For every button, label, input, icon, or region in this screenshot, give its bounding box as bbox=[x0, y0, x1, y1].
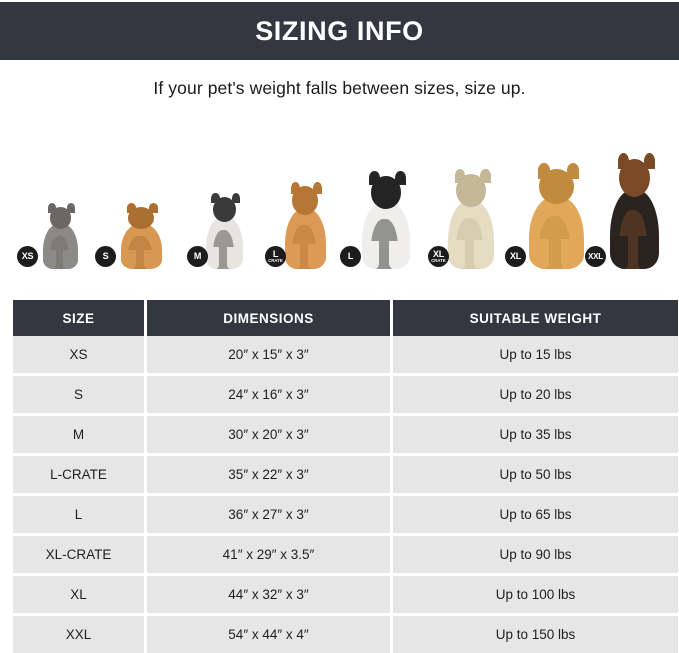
animal-silhouette-icon bbox=[112, 197, 174, 269]
size-badge-label: XS bbox=[22, 252, 34, 261]
dimensions-cell: 24″ x 16″ x 3″ bbox=[146, 375, 392, 415]
weight-cell: Up to 90 lbs bbox=[392, 535, 679, 575]
animal-figure-dog-pomeranian bbox=[112, 201, 174, 273]
size-cell: M bbox=[13, 415, 146, 455]
weight-cell: Up to 50 lbs bbox=[392, 455, 679, 495]
size-badge-m: M bbox=[187, 246, 208, 267]
size-badge-label: L bbox=[348, 252, 353, 261]
page-title: SIZING INFO bbox=[255, 16, 424, 47]
weight-cell: Up to 100 lbs bbox=[392, 575, 679, 615]
size-badge-sublabel: CRATE bbox=[268, 259, 283, 263]
size-cell: XXL bbox=[13, 615, 146, 653]
dimensions-cell: 20″ x 15″ x 3″ bbox=[146, 336, 392, 375]
size-badge-xs: XS bbox=[17, 246, 38, 267]
column-header-dimensions: DIMENSIONS bbox=[146, 300, 392, 336]
size-cell: S bbox=[13, 375, 146, 415]
animal-figure-dog-border-collie bbox=[352, 165, 424, 273]
dimensions-cell: 54″ x 44″ x 4″ bbox=[146, 615, 392, 653]
size-badge-xl: XL bbox=[505, 246, 526, 267]
size-cell: L-CRATE bbox=[13, 455, 146, 495]
size-cell: XL bbox=[13, 575, 146, 615]
size-badge-label: XL bbox=[510, 252, 521, 261]
animal-figure-dog-doberman bbox=[600, 145, 674, 273]
dimensions-cell: 36″ x 27″ x 3″ bbox=[146, 495, 392, 535]
size-badge-sublabel: CRATE bbox=[431, 259, 446, 263]
size-badge-s: S bbox=[95, 246, 116, 267]
animal-figure-cat-gray-tabby bbox=[36, 201, 88, 273]
dimensions-cell: 30″ x 20″ x 3″ bbox=[146, 415, 392, 455]
animal-silhouette-icon bbox=[600, 141, 674, 269]
size-badge-xxl: XXL bbox=[585, 246, 606, 267]
animal-silhouette-icon bbox=[352, 161, 424, 269]
table-header: SIZE DIMENSIONS SUITABLE WEIGHT bbox=[13, 300, 678, 336]
weight-cell: Up to 35 lbs bbox=[392, 415, 679, 455]
size-cell: XS bbox=[13, 336, 146, 375]
weight-cell: Up to 20 lbs bbox=[392, 375, 679, 415]
size-badge-l: L bbox=[340, 246, 361, 267]
size-cell: L bbox=[13, 495, 146, 535]
dimensions-cell: 44″ x 32″ x 3″ bbox=[146, 575, 392, 615]
size-badge-label: XXL bbox=[588, 253, 603, 261]
size-cell: XL-CRATE bbox=[13, 535, 146, 575]
table-header-row: SIZE DIMENSIONS SUITABLE WEIGHT bbox=[13, 300, 678, 336]
column-header-suitable-weight: SUITABLE WEIGHT bbox=[392, 300, 679, 336]
weight-cell: Up to 15 lbs bbox=[392, 336, 679, 375]
animal-silhouette-icon bbox=[36, 197, 88, 269]
column-header-size: SIZE bbox=[13, 300, 146, 336]
header-banner: SIZING INFO bbox=[0, 2, 679, 60]
size-badge-label: S bbox=[103, 252, 109, 261]
size-badge-label: M bbox=[194, 252, 201, 261]
dimensions-cell: 41″ x 29″ x 3.5″ bbox=[146, 535, 392, 575]
dimensions-cell: 35″ x 22″ x 3″ bbox=[146, 455, 392, 495]
weight-cell: Up to 65 lbs bbox=[392, 495, 679, 535]
subtitle-text: If your pet's weight falls between sizes… bbox=[0, 78, 679, 99]
weight-cell: Up to 150 lbs bbox=[392, 615, 679, 653]
